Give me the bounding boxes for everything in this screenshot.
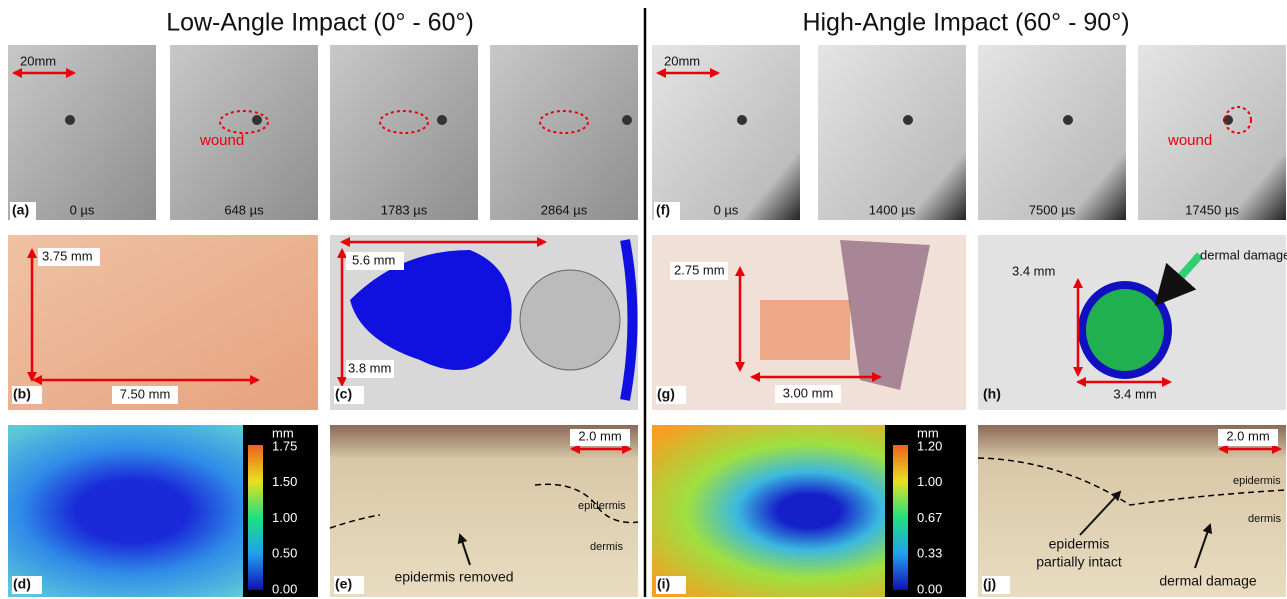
annotation: dermis bbox=[590, 541, 624, 553]
panel-label: (j) bbox=[983, 576, 996, 592]
row-1: 0 µs 648 µs 1783 µs 2864 µs 20mm (a) wound 0 µs… bbox=[8, 45, 1286, 220]
panel-label: (i) bbox=[657, 576, 670, 592]
image bbox=[490, 45, 638, 220]
dimension: 2.75 mm bbox=[674, 262, 725, 277]
annotation: epidermis bbox=[578, 500, 626, 512]
colorbar-tick: 1.00 bbox=[272, 510, 297, 525]
annotation: epidermis removed bbox=[394, 569, 513, 585]
image bbox=[330, 45, 478, 220]
colorbar-tick: 0.00 bbox=[272, 581, 297, 596]
colorbar-tick: 1.75 bbox=[272, 438, 297, 453]
annotation: dermis bbox=[1248, 513, 1282, 525]
dimension: 7.50 mm bbox=[120, 386, 171, 401]
annotation: epidermis bbox=[1233, 475, 1281, 487]
colorbar-tick: 1.00 bbox=[917, 474, 942, 489]
projectile bbox=[65, 115, 75, 125]
dimension: 3.00 mm bbox=[783, 385, 834, 400]
time-label: 1400 µs bbox=[869, 202, 916, 217]
projectile bbox=[1063, 115, 1073, 125]
figure: Low-Angle Impact (0° - 60°) High-Angle I… bbox=[0, 0, 1287, 599]
image bbox=[978, 425, 1286, 597]
image bbox=[8, 45, 156, 220]
sphere bbox=[520, 270, 620, 370]
image bbox=[818, 45, 966, 220]
colorbar-tick: 0.33 bbox=[917, 546, 942, 561]
panel-label: (g) bbox=[657, 386, 675, 402]
annotation: wound bbox=[1167, 132, 1212, 149]
dimension: 3.75 mm bbox=[42, 248, 93, 263]
colorbar bbox=[248, 445, 263, 590]
time-label: 7500 µs bbox=[1029, 202, 1076, 217]
colorbar-tick: 0.50 bbox=[272, 546, 297, 561]
scale-label: 2.0 mm bbox=[1226, 428, 1269, 443]
colorbar bbox=[893, 445, 908, 590]
image bbox=[652, 45, 800, 220]
dimension: 3.8 mm bbox=[348, 360, 391, 375]
dimension: 3.4 mm bbox=[1012, 263, 1055, 278]
time-label: 648 µs bbox=[224, 202, 264, 217]
panel-label: (h) bbox=[983, 386, 1001, 402]
annotation: epidermis bbox=[1049, 536, 1110, 552]
time-label: 1783 µs bbox=[381, 202, 428, 217]
dimension: 5.6 mm bbox=[352, 252, 395, 267]
projectile bbox=[622, 115, 632, 125]
projectile bbox=[437, 115, 447, 125]
projectile bbox=[737, 115, 747, 125]
colorbar-tick: 0.67 bbox=[917, 510, 942, 525]
projectile bbox=[903, 115, 913, 125]
annotation: dermal damage bbox=[1159, 573, 1256, 589]
time-label: 17450 µs bbox=[1185, 202, 1239, 217]
colorbar-tick: 1.50 bbox=[272, 474, 297, 489]
annotation: partially intact bbox=[1036, 554, 1122, 570]
shape bbox=[1082, 285, 1168, 375]
time-label: 0 µs bbox=[70, 202, 95, 217]
colorbar-tick: 0.00 bbox=[917, 581, 942, 596]
time-label: 2864 µs bbox=[541, 202, 588, 217]
panel-label: (d) bbox=[13, 576, 31, 592]
image bbox=[760, 300, 850, 360]
projectile bbox=[252, 115, 262, 125]
dimension: 3.4 mm bbox=[1113, 386, 1156, 401]
colorbar-tick: 1.20 bbox=[917, 438, 942, 453]
image bbox=[978, 45, 1126, 220]
annotation: wound bbox=[199, 132, 244, 149]
panel-label: (b) bbox=[13, 386, 31, 402]
panel-label: (a) bbox=[12, 202, 29, 218]
scale-label: 20mm bbox=[664, 53, 700, 68]
panel-label: (e) bbox=[335, 576, 352, 592]
annotation: dermal damage bbox=[1200, 247, 1287, 262]
time-label: 0 µs bbox=[714, 202, 739, 217]
title: Low-Angle Impact (0° - 60°) bbox=[166, 9, 474, 37]
scale-label: 2.0 mm bbox=[578, 428, 621, 443]
title: High-Angle Impact (60° - 90°) bbox=[802, 9, 1129, 37]
panel-label: (f) bbox=[656, 202, 670, 218]
panel-label: (c) bbox=[335, 386, 352, 402]
scale-label: 20mm bbox=[20, 53, 56, 68]
